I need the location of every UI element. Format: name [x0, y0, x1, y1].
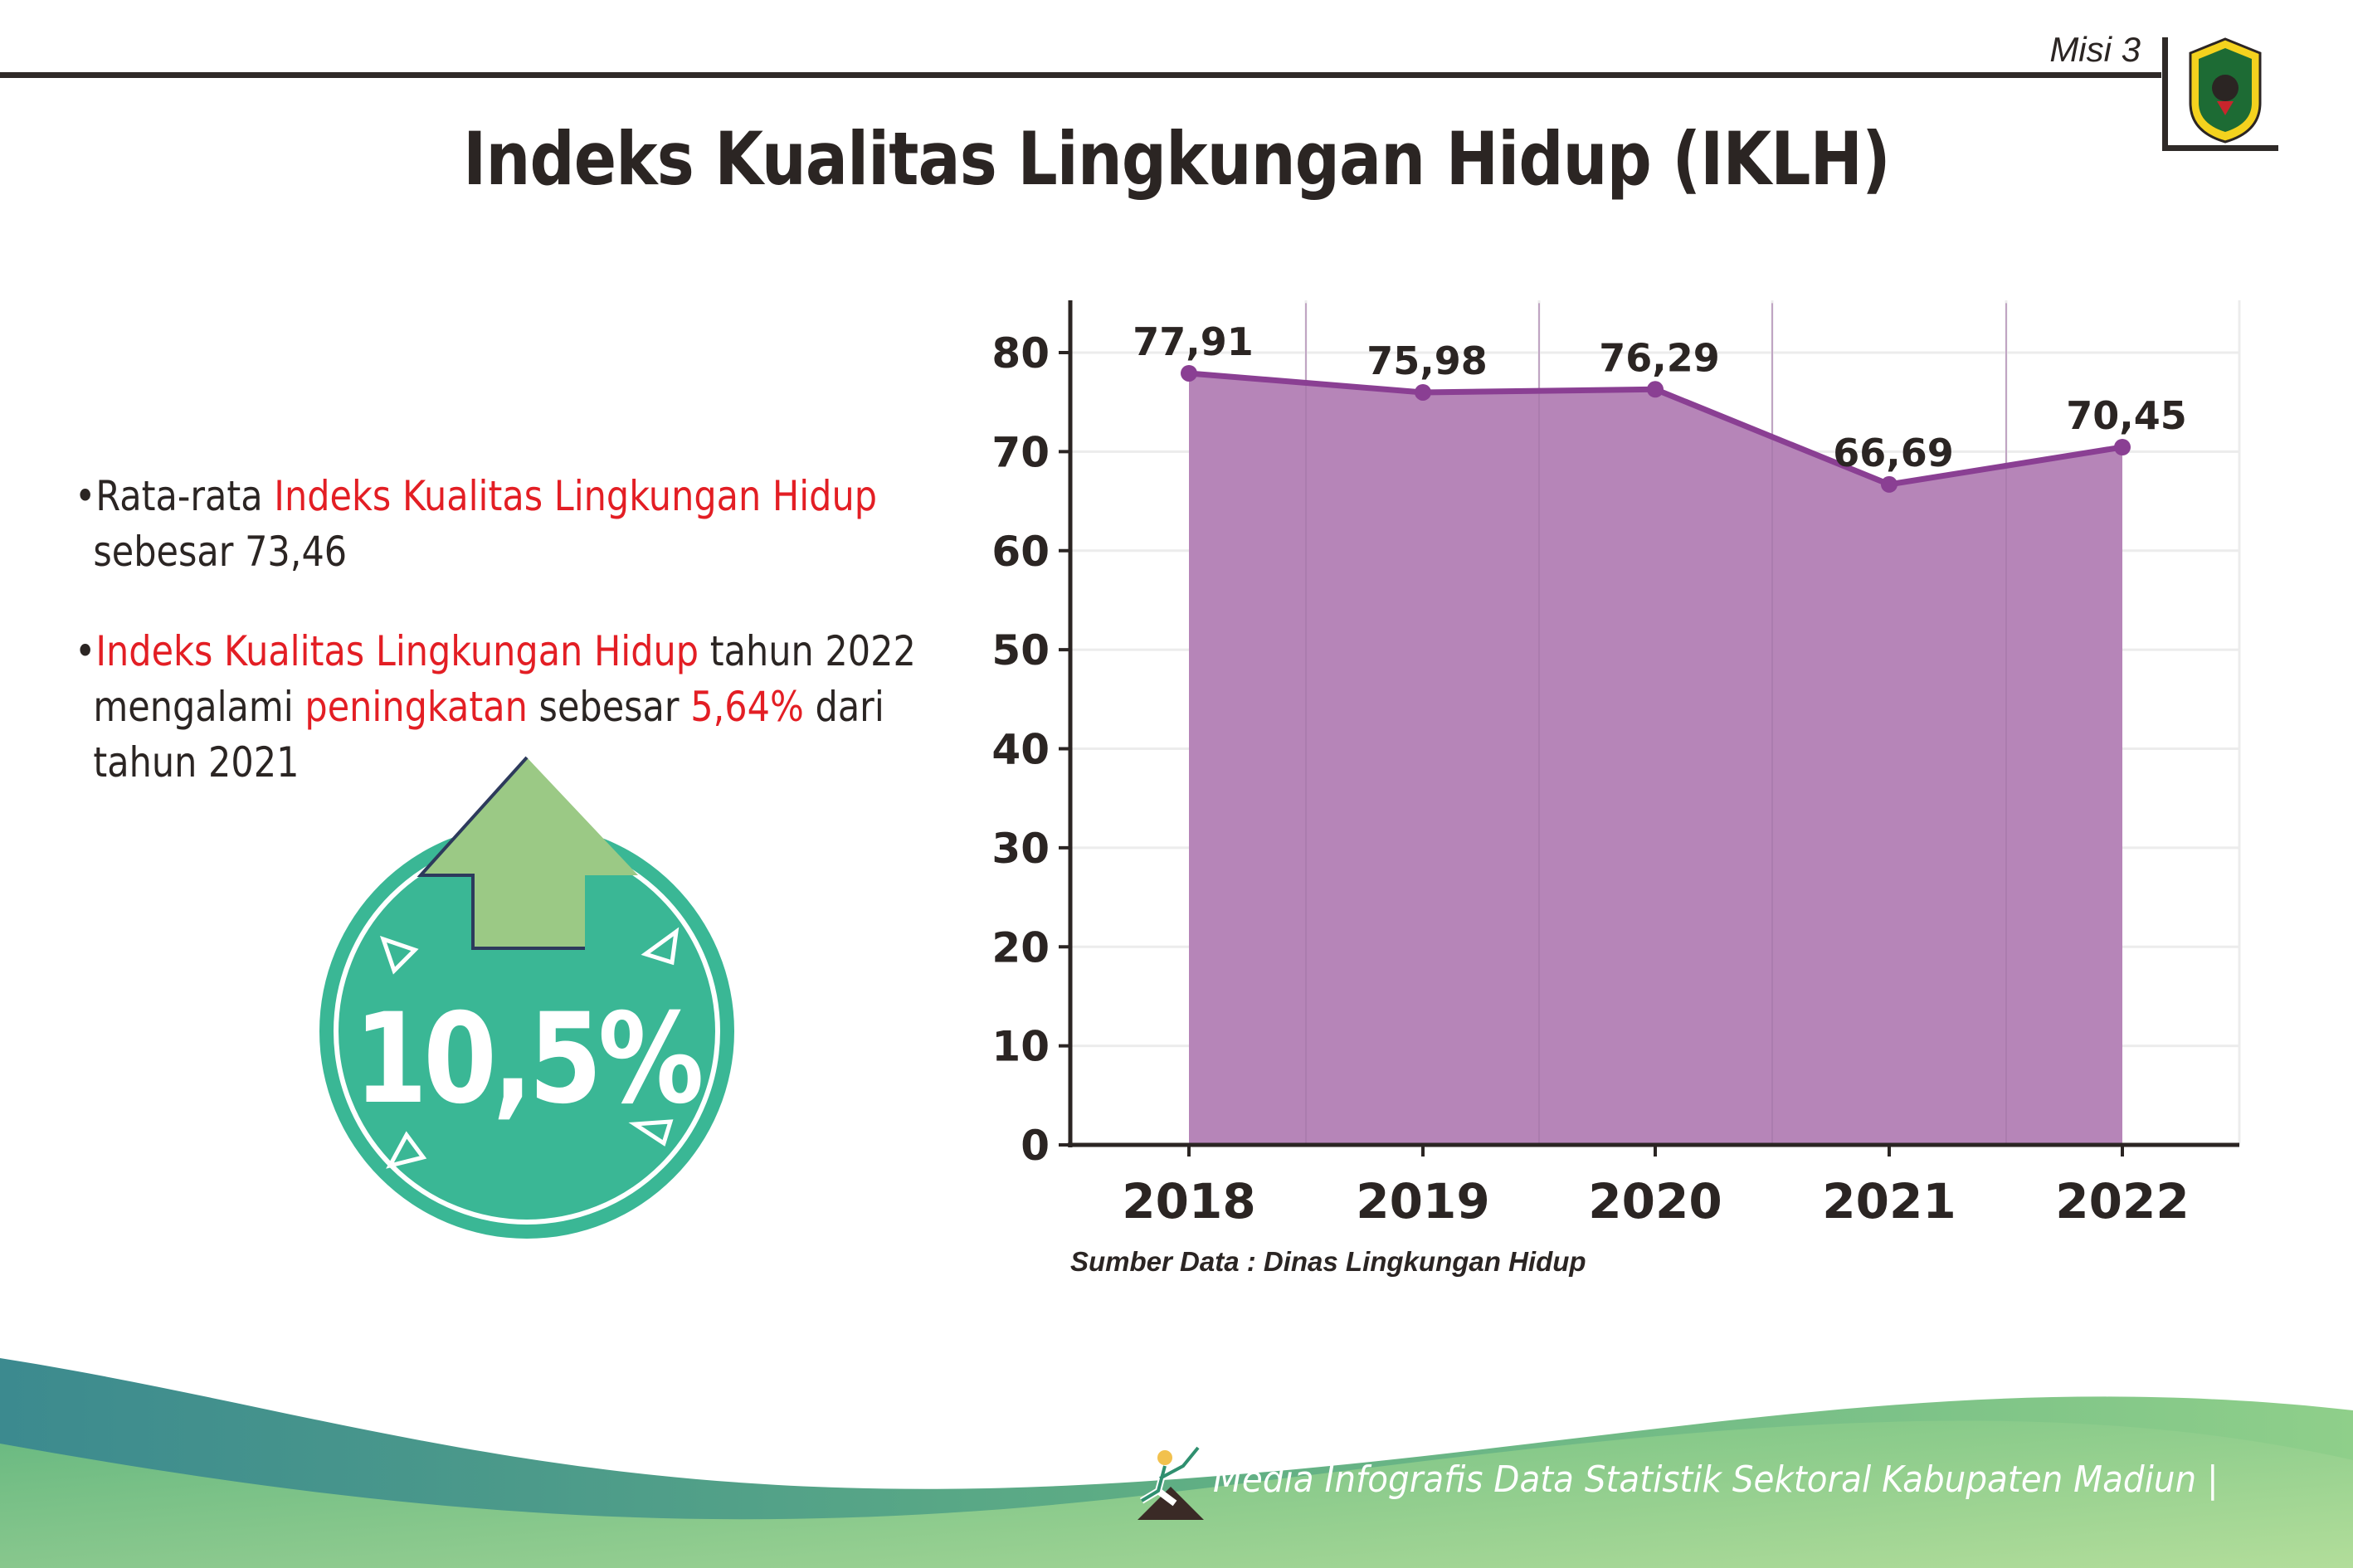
increase-badge: [319, 756, 734, 1239]
data-label: 66,69: [1833, 431, 1954, 475]
data-point: [1181, 364, 1197, 382]
bullet-text: tahun 2021: [93, 738, 300, 786]
y-tick-label: 40: [991, 726, 1050, 774]
data-point: [2114, 439, 2131, 456]
badge-circle: [319, 824, 734, 1239]
y-tick-label: 50: [991, 626, 1050, 674]
area-fill: [1189, 373, 2122, 1146]
section-label: Misi 3: [2049, 30, 2141, 69]
header-rule: [0, 72, 2161, 78]
x-tick-label: 2022: [2055, 1173, 2189, 1230]
bullet-text: mengalami: [93, 683, 305, 731]
sparkle-triangles-icon: [379, 927, 680, 1169]
up-arrow-icon: [421, 757, 638, 948]
footer-text: Media Infografis Data Statistik Sektoral…: [1213, 1458, 2219, 1501]
bracket-line: [2162, 37, 2168, 151]
y-tick-label: 60: [991, 528, 1050, 576]
data-label: 70,45: [2066, 393, 2187, 438]
bullet-highlight: 5,64%: [690, 683, 804, 731]
bracket-line: [2162, 145, 2278, 151]
y-tick-label: 30: [991, 825, 1050, 873]
bullet-text: •: [75, 627, 96, 675]
iklh-chart: 77,91 75,98 76,29 66,69 70,45 0 10 20 30 40 50 60 70…: [991, 300, 2241, 1230]
data-label: 76,29: [1599, 335, 1720, 380]
bullet-increase: •Indeks Kualitas Lingkungan Hidup tahun …: [75, 624, 916, 791]
data-label: 77,91: [1133, 319, 1254, 364]
y-tick-label: 10: [991, 1023, 1050, 1071]
page-title: Indeks Kualitas Lingkungan Hidup (IKLH): [463, 116, 1891, 202]
x-tick-label: 2019: [1356, 1173, 1489, 1230]
data-point: [1881, 475, 1898, 493]
data-point: [1647, 381, 1664, 398]
bullet-highlight: peningkatan: [304, 683, 528, 731]
bullet-text: tahun 2022: [699, 627, 916, 675]
kabupaten-madiun-logo: [2189, 37, 2262, 144]
badge-value: 10,5%: [353, 987, 704, 1132]
x-tick-label: 2020: [1588, 1173, 1722, 1230]
source-note: Sumber Data : Dinas Lingkungan Hidup: [1070, 1246, 1586, 1277]
x-tick-label: 2021: [1822, 1173, 1956, 1230]
data-point: [1415, 383, 1431, 401]
runner-mascot-icon: [1138, 1445, 1204, 1520]
bullet-text: dari: [803, 683, 884, 731]
y-tick-label: 70: [991, 428, 1050, 476]
bullet-highlight: Indeks Kualitas Lingkungan Hidup: [274, 472, 878, 520]
y-tick-label: 20: [991, 923, 1050, 971]
data-label: 75,98: [1366, 338, 1488, 383]
bullet-text: •Rata-rata: [75, 472, 275, 520]
bullet-highlight: Indeks Kualitas Lingkungan Hidup: [95, 627, 699, 675]
bullet-average: •Rata-rata Indeks Kualitas Lingkungan Hi…: [75, 469, 877, 580]
x-tick-label: 2018: [1122, 1173, 1255, 1230]
bullet-text: sebesar 73,46: [93, 528, 348, 576]
bullet-text: sebesar: [527, 683, 691, 731]
y-tick-label: 0: [1021, 1122, 1050, 1170]
y-tick-label: 80: [991, 329, 1050, 377]
